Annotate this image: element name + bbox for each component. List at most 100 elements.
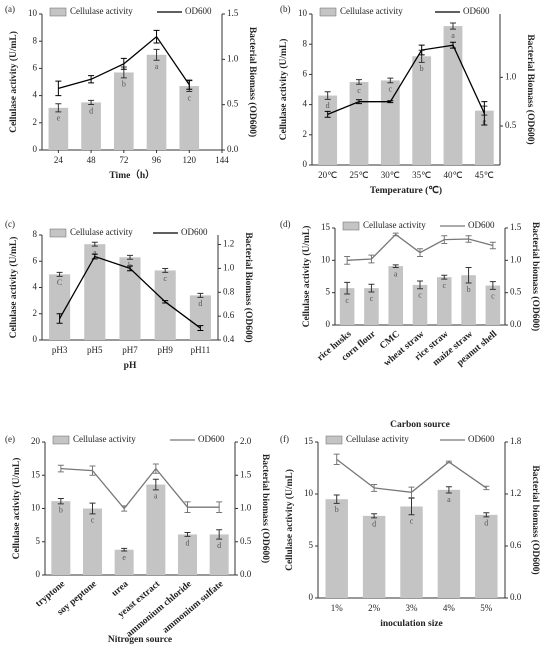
y-tick-label: 15 <box>321 222 331 232</box>
error-bar <box>89 502 96 515</box>
x-tick-label: 120 <box>183 155 197 165</box>
error-bar <box>91 241 98 247</box>
error-bar <box>89 465 96 476</box>
error-bar <box>127 265 133 272</box>
significance-letter: a <box>155 62 159 71</box>
significance-letter: c <box>410 517 414 526</box>
bar <box>154 270 176 340</box>
panel-title: (c) <box>5 219 15 229</box>
significance-letter: c <box>370 294 374 303</box>
bar <box>412 284 428 325</box>
error-bar <box>186 79 193 90</box>
y2-axis-label: Bacterial Biomass (OD600) <box>525 34 536 144</box>
error-bar <box>371 513 378 519</box>
x-tick-label: pH3 <box>52 345 68 355</box>
bar <box>485 285 501 325</box>
y-tick-label: 10 <box>321 254 331 264</box>
error-bar <box>450 41 456 49</box>
bar <box>51 501 71 575</box>
y2-tick-label: 1.5 <box>510 222 522 232</box>
bar <box>119 257 141 340</box>
x-axis-label: Carbon source <box>390 420 450 430</box>
x-tick-label: 4% <box>443 603 456 613</box>
error-bar <box>91 253 98 260</box>
significance-letter: c <box>345 296 349 305</box>
error-bar <box>216 529 223 540</box>
bar <box>325 499 348 598</box>
legend-label: OD600 <box>468 434 495 444</box>
y-axis-label: Cellulase activity (U/mL) <box>278 39 289 141</box>
y2-tick-label: 1.5 <box>240 469 252 479</box>
od600-line <box>327 44 485 115</box>
bar <box>114 549 134 575</box>
significance-letter: b <box>335 505 339 514</box>
y-tick-label: 10 <box>28 8 38 18</box>
bar <box>83 508 102 575</box>
y2-tick-label: 1.5 <box>227 8 239 18</box>
error-bar <box>55 80 62 97</box>
bar <box>178 534 197 575</box>
error-bar <box>356 99 362 105</box>
bar <box>189 295 211 340</box>
error-bar <box>333 453 340 466</box>
error-bar <box>387 77 394 84</box>
error-bar <box>121 505 128 512</box>
x-tick-label: 30℃ <box>381 170 400 180</box>
x-tick-label: pH5 <box>87 345 103 355</box>
y-tick-label: 6 <box>33 62 38 72</box>
x-tick-label: pH7 <box>122 345 138 355</box>
error-bar <box>152 463 159 474</box>
y-tick-label: 10 <box>298 8 308 18</box>
significance-letter: a <box>394 269 398 278</box>
significance-letter: c <box>418 291 422 300</box>
x-tick-label: 35℃ <box>412 170 431 180</box>
y2-tick-label: 1.0 <box>505 71 517 81</box>
legend-swatch <box>49 228 67 238</box>
y-tick-label: 15 <box>304 436 314 446</box>
significance-letter: b <box>420 64 424 73</box>
y-tick-label: 0 <box>303 159 308 169</box>
x-tick-label: 72 <box>119 155 128 165</box>
y2-tick-label: 1.0 <box>240 503 252 513</box>
error-bar <box>344 255 351 265</box>
bar <box>209 534 229 575</box>
error-bar <box>417 280 423 290</box>
x-tick-label: 96 <box>152 155 162 165</box>
error-bar <box>368 254 375 264</box>
y-tick-label: 6 <box>303 68 308 78</box>
error-bar <box>88 75 95 84</box>
bar <box>84 244 106 340</box>
error-bar <box>153 48 160 61</box>
error-bar <box>465 235 472 243</box>
bar <box>461 275 476 325</box>
y2-axis-label: Bacterial Biomass (OD600) <box>243 232 254 342</box>
error-bar <box>356 79 362 85</box>
error-bar <box>197 292 204 298</box>
panel-title: (a) <box>5 4 15 14</box>
error-bar <box>483 485 490 491</box>
x-tick-label: 144 <box>215 155 229 165</box>
x-tick-label: 40℃ <box>443 170 462 180</box>
error-bar <box>445 460 452 464</box>
panel-title: (f) <box>280 434 289 444</box>
y-tick-label: 8 <box>33 35 38 45</box>
y-tick-label: 15 <box>31 469 41 479</box>
y2-tick-label: 0.5 <box>227 99 239 109</box>
y2-axis-label: Bacterial biomass (OD600) <box>530 465 541 574</box>
significance-letter: a <box>447 495 451 504</box>
y-axis-label: Cellulase activity (U/mL) <box>284 469 295 571</box>
y-tick-label: 6 <box>33 255 38 265</box>
significance-letter: c <box>357 86 361 95</box>
significance-letter: d <box>372 520 376 529</box>
x-tick-label: 24 <box>54 155 64 165</box>
significance-letter: d <box>89 106 93 115</box>
x-tick-label: 1% <box>331 603 344 613</box>
y2-tick-label: 0.0 <box>510 319 522 329</box>
bar <box>437 489 461 598</box>
legend-label: Cellulase activity <box>70 227 133 237</box>
error-bar <box>417 248 423 257</box>
error-bar <box>57 464 64 473</box>
x-tick-label: 25℃ <box>349 170 368 180</box>
error-bar <box>127 254 133 260</box>
